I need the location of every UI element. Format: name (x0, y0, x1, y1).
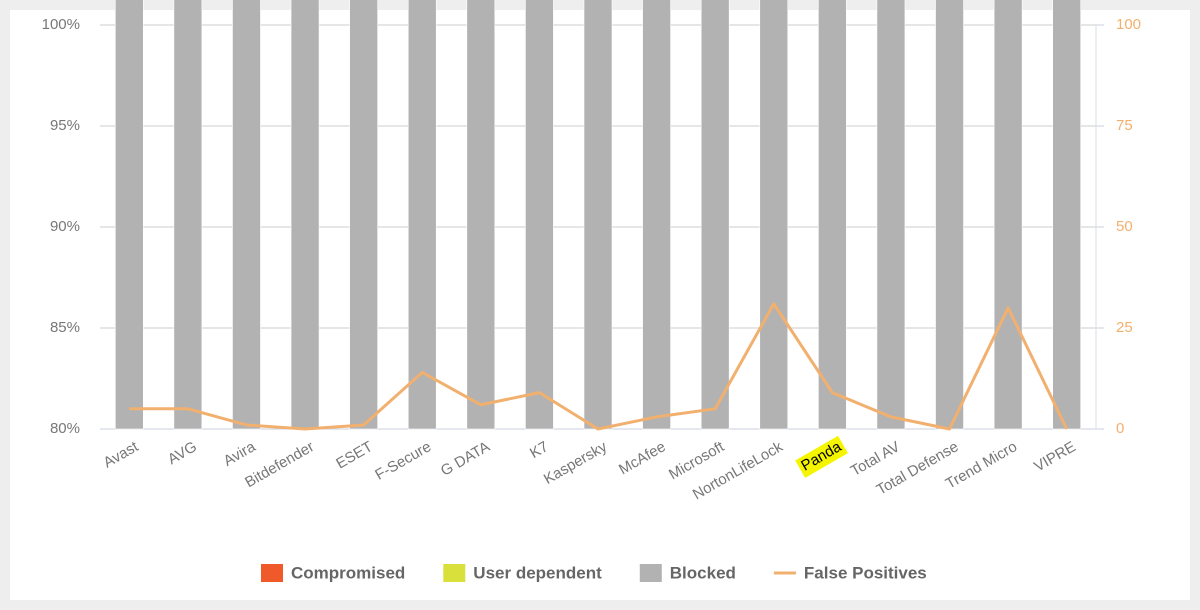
bar-segment (114, 0, 144, 430)
bar-segment (759, 0, 789, 430)
legend-text: Blocked (670, 563, 736, 582)
bar-segment (876, 0, 906, 430)
bar-segment (935, 0, 964, 430)
x-tick-highlight (795, 435, 848, 478)
bar-segment (642, 0, 671, 430)
legend-swatch (443, 564, 466, 582)
legend-swatch (639, 564, 662, 582)
y2-tick-label: 50 (1116, 218, 1133, 235)
y-tick-label: 85% (50, 319, 80, 336)
legend-swatch (261, 564, 283, 582)
bar-segment (407, 0, 437, 430)
y2-tick-label: 75 (1116, 117, 1133, 134)
bar-segment (525, 0, 554, 430)
y2-tick-label: 25 (1116, 319, 1133, 336)
bar-segment (290, 0, 320, 430)
legend-text: User dependent (473, 563, 602, 582)
bar-segment (173, 0, 203, 430)
bar-segment (466, 0, 496, 430)
y2-tick-label: 100 (1116, 16, 1141, 33)
y2-tick-label: 0 (1116, 420, 1124, 437)
legend-text: Compromised (291, 563, 405, 582)
bar-segment (583, 0, 613, 430)
line-series (129, 302, 1069, 431)
y-tick-label: 95% (50, 117, 80, 134)
bar-segment (818, 0, 847, 430)
y-tick-label: 80% (50, 420, 80, 437)
x-tick-label: K7 (527, 438, 551, 462)
y-tick-label: 100% (42, 16, 80, 33)
x-tick-group: K7 (527, 438, 551, 462)
bar-segment (349, 0, 378, 430)
y-tick-label: 90% (50, 218, 80, 235)
legend-text: False Positives (804, 563, 927, 582)
bar-segment (232, 0, 261, 430)
bar-segment (1052, 0, 1082, 430)
bar-segment (700, 0, 730, 430)
bar-segment (993, 0, 1023, 430)
